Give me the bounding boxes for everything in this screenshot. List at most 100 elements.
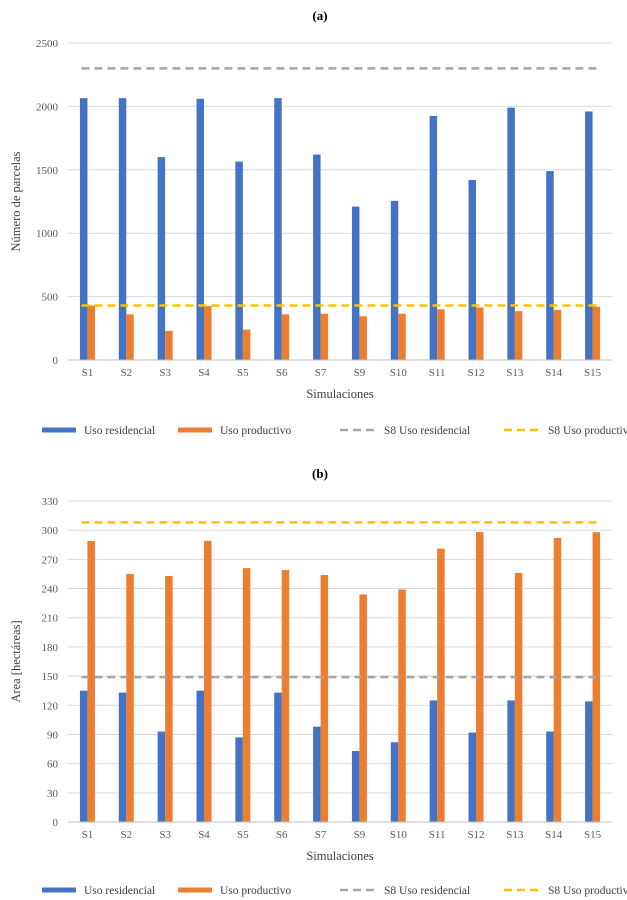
chart-b-x-tick-label: S6 [276,829,288,841]
chart-a-x-axis-title: Simulaciones [306,387,373,401]
chart-b-bar-residencial [274,692,282,822]
chart-b-x-tick-label: S3 [159,829,171,841]
chart-b-y-tick-label: 270 [42,554,59,566]
chart-b-bar-productivo [126,573,134,822]
chart-b-title: (b) [312,466,328,481]
chart-b-y-tick-label: 210 [42,613,59,625]
chart-a-x-tick-label: S2 [120,367,132,379]
chart-a-bar-residencial [390,200,399,360]
chart-b-x-tick-label: S13 [506,829,524,841]
chart-b-y-tick-label: 180 [42,642,59,654]
chart-b-bar-residencial [546,731,554,822]
chart-a-legend-label: S8 Uso productivo [548,425,627,437]
chart-b-x-tick-label: S9 [354,829,366,841]
chart-a-bar-residencial [585,111,593,360]
chart-b-y-tick-label: 0 [53,817,59,829]
chart-b-legend-label: Uso productivo [220,885,291,897]
chart-b-y-tick-label: 330 [42,496,59,508]
chart-a-bar-productivo [553,309,562,360]
chart-a-bar-residencial [118,98,127,361]
chart-b-bar-residencial [429,700,438,822]
chart-a-bar-residencial [196,98,204,361]
chart-b-x-tick-label: S14 [545,829,563,841]
chart-b-y-tick-label: 150 [42,671,59,683]
chart-a-bar-productivo [359,316,367,360]
chart-b-bar-residencial [118,692,127,822]
chart-a-x-tick-label: S10 [390,367,408,379]
chart-a-x-tick-label: S9 [354,367,366,379]
chart-b-x-tick-label: S1 [82,829,94,841]
chart-a-x-tick-label: S1 [82,367,94,379]
chart-a-x-tick-label: S11 [429,367,446,379]
chart-b-bar-productivo [553,537,562,822]
chart-a-x-tick-label: S3 [159,367,171,379]
chart-a-y-tick-label: 1000 [36,228,59,240]
chart-a-bar-productivo [592,306,601,360]
chart-a-legend-label: Uso productivo [220,425,291,437]
chart-b-x-tick-label: S4 [198,829,210,841]
chart-a-bar-productivo [126,314,134,360]
chart-a-x-tick-label: S6 [276,367,288,379]
chart-b-bar-productivo [204,540,212,822]
chart-a-bar-residencial [157,157,166,360]
chart-b-bar-productivo [398,589,406,822]
chart-a-y-tick-label: 1500 [36,165,59,177]
chart-a-bar-residencial [351,206,360,360]
chart-b-y-tick-label: 120 [42,700,59,712]
chart-b-legend-label: Uso residencial [84,885,155,897]
chart-b-bar-productivo [476,532,484,822]
chart-a-y-tick-label: 2500 [36,38,59,50]
chart-a-bar-productivo [165,330,173,360]
chart-a-bar-residencial [429,115,438,360]
chart-a-x-tick-label: S4 [198,367,210,379]
chart-b-bar-productivo [359,594,367,822]
chart-b-bar-residencial [313,726,321,822]
chart-b-x-tick-label: S12 [467,829,484,841]
chart-a-bar-productivo [514,311,523,360]
chart-a-bar-residencial [235,161,243,360]
chart-a-legend-label: S8 Uso residencial [384,425,470,437]
chart-a-bar-residencial [507,107,515,360]
chart-b-x-tick-label: S2 [120,829,132,841]
chart-a-y-tick-label: 0 [53,355,59,367]
chart-a-bar-productivo [242,329,251,360]
chart-b-bar-productivo [165,575,173,822]
chart-a-bar-productivo [437,309,445,360]
chart-b-y-tick-label: 60 [47,759,59,771]
chart-a-bar-productivo [87,305,95,360]
chart-a-bar-residencial [468,179,476,360]
chart-a-bar-residencial [274,98,282,361]
chart-a-title: (a) [312,8,327,23]
chart-b-x-axis-title: Simulaciones [306,849,373,863]
chart-a-bar-residencial [79,98,88,361]
chart-a-x-tick-label: S5 [237,367,249,379]
chart-b-bar-residencial [235,737,243,822]
chart-a-x-tick-label: S7 [315,367,327,379]
chart-b-bar-productivo [320,574,329,822]
chart-b-y-axis-title: Area [hectáreas] [9,620,23,702]
chart-b-bar-productivo [514,572,523,822]
chart-a-bar-residencial [546,171,554,360]
chart-b-y-tick-label: 30 [47,788,59,800]
chart-b-x-tick-label: S5 [237,829,249,841]
chart-b-x-tick-label: S11 [429,829,446,841]
chart-b-bar-residencial [585,701,593,822]
chart-b-y-tick-label: 90 [47,729,59,741]
chart-a-y-tick-label: 500 [42,292,59,304]
chart-a-bar-productivo [281,314,290,360]
chart-a-bar-productivo [204,306,212,360]
chart-b-legend-label: S8 Uso residencial [384,885,470,897]
chart-a-bar-residencial [313,154,321,360]
chart-b-bar-productivo [87,540,95,822]
chart-b-y-tick-label: 300 [42,525,59,537]
chart-b-bar-residencial [468,732,476,822]
chart-b-x-tick-label: S15 [584,829,602,841]
chart-b-bar-residencial [79,690,88,822]
chart-a-y-axis-title: Número de parcelas [9,151,23,251]
chart-a-legend-label: Uso residencial [84,425,155,437]
chart-b-legend-label: S8 Uso productivo [548,885,627,897]
chart-b-x-tick-label: S7 [315,829,327,841]
chart-b-bar-productivo [281,570,290,822]
